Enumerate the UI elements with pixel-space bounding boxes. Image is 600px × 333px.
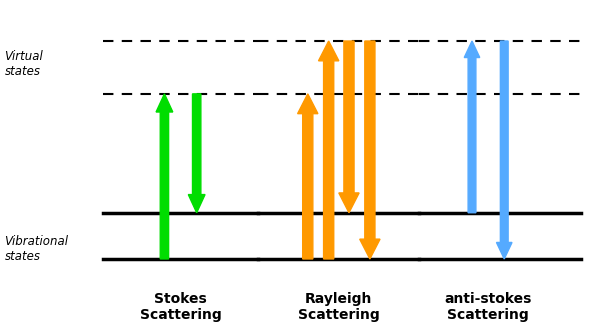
Text: anti-stokes
Scattering: anti-stokes Scattering — [445, 291, 532, 322]
Text: Vibrational
states: Vibrational states — [4, 235, 68, 263]
FancyArrow shape — [360, 41, 380, 259]
FancyArrow shape — [496, 41, 512, 259]
FancyArrow shape — [298, 94, 318, 259]
Text: Stokes
Scattering: Stokes Scattering — [140, 291, 221, 322]
Text: Rayleigh
Scattering: Rayleigh Scattering — [298, 291, 380, 322]
FancyArrow shape — [339, 41, 359, 213]
FancyArrow shape — [156, 94, 173, 259]
FancyArrow shape — [464, 41, 480, 213]
FancyArrow shape — [319, 41, 339, 259]
FancyArrow shape — [188, 94, 205, 213]
Text: Virtual
states: Virtual states — [4, 50, 43, 78]
